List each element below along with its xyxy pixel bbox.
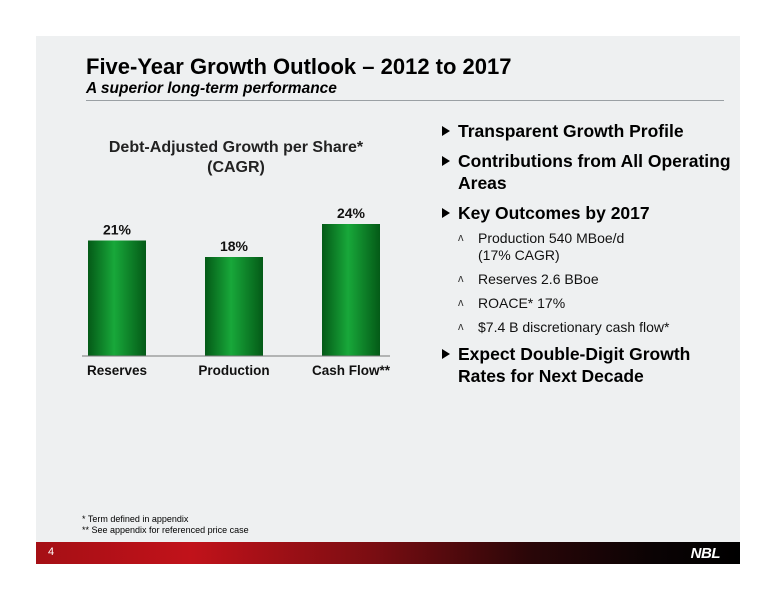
bullet-text: Key Outcomes by 2017 [458,203,650,223]
category-label: Cash Flow** [312,363,391,378]
triangle-bullet-icon [442,208,450,218]
category-label: Production [198,363,269,378]
page-title: Five-Year Growth Outlook – 2012 to 2017 [86,54,512,79]
page-subtitle: A superior long-term performance [86,80,337,97]
chart-title: Debt-Adjusted Growth per Share* (CAGR) [76,138,396,178]
caret-bullet-icon: ʌ [458,273,464,285]
bullet-text: Expect Double-Digit Growth Rates for Nex… [458,344,691,386]
company-logo: NBL [690,545,721,562]
data-label: 18% [220,238,249,254]
slide: Five-Year Growth Outlook – 2012 to 2017 … [36,36,740,564]
growth-bar-chart: 21% Reserves 18% Production 24% Cash Flow** [82,205,391,378]
triangle-bullet-icon [442,349,450,359]
data-label: 21% [103,222,132,238]
sub-bullet-item: ʌ Reserves 2.6 BBoe [458,271,740,288]
category-label: Reserves [87,363,147,378]
sub-bullet-item: ʌ $7.4 B discretionary cash flow* [458,319,740,336]
footnotes: * Term defined in appendix ** See append… [82,514,249,536]
caret-bullet-icon: ʌ [458,232,464,244]
caret-bullet-icon: ʌ [458,321,464,333]
bar-reserves [88,240,146,356]
caret-bullet-icon: ʌ [458,297,464,309]
sub-bullet-item: ʌ ROACE* 17% [458,295,740,312]
footer-bar: 4 NBL [36,542,740,564]
sub-bullet-text: ROACE* 17% [478,295,566,311]
footnote: ** See appendix for referenced price cas… [82,525,249,535]
sub-bullet-text: Reserves 2.6 BBoe [478,271,599,287]
bullet-item: Contributions from All Operating Areas [440,150,740,194]
sub-bullet-text: (17% CAGR) [478,247,560,263]
data-label: 24% [337,205,366,221]
sub-bullet-text: Production 540 MBoe/d [478,230,625,246]
triangle-bullet-icon [442,156,450,166]
bullet-item: Expect Double-Digit Growth Rates for Nex… [440,343,740,387]
bullet-text: Transparent Growth Profile [458,121,684,141]
triangle-bullet-icon [442,126,450,136]
sub-bullet-text: $7.4 B discretionary cash flow* [478,319,670,335]
sub-bullet-list: ʌ Production 540 MBoe/d (17% CAGR) ʌ Reserve… [440,230,740,336]
bar-cashflow [322,224,380,356]
bar-production [205,257,263,356]
sub-bullet-item: ʌ Production 540 MBoe/d (17% CAGR) [458,230,740,264]
bullet-item: Key Outcomes by 2017 [440,202,740,224]
page-number: 4 [48,546,55,558]
chart-title-line2: (CAGR) [207,159,265,176]
chart-title-line1: Debt-Adjusted Growth per Share* [108,139,364,156]
title-divider [86,100,724,101]
bullet-list: Transparent Growth Profile Contributions … [440,120,740,395]
bullet-text: Contributions from All Operating Areas [458,151,731,193]
footnote: * Term defined in appendix [82,514,189,524]
bullet-item: Transparent Growth Profile [440,120,740,142]
